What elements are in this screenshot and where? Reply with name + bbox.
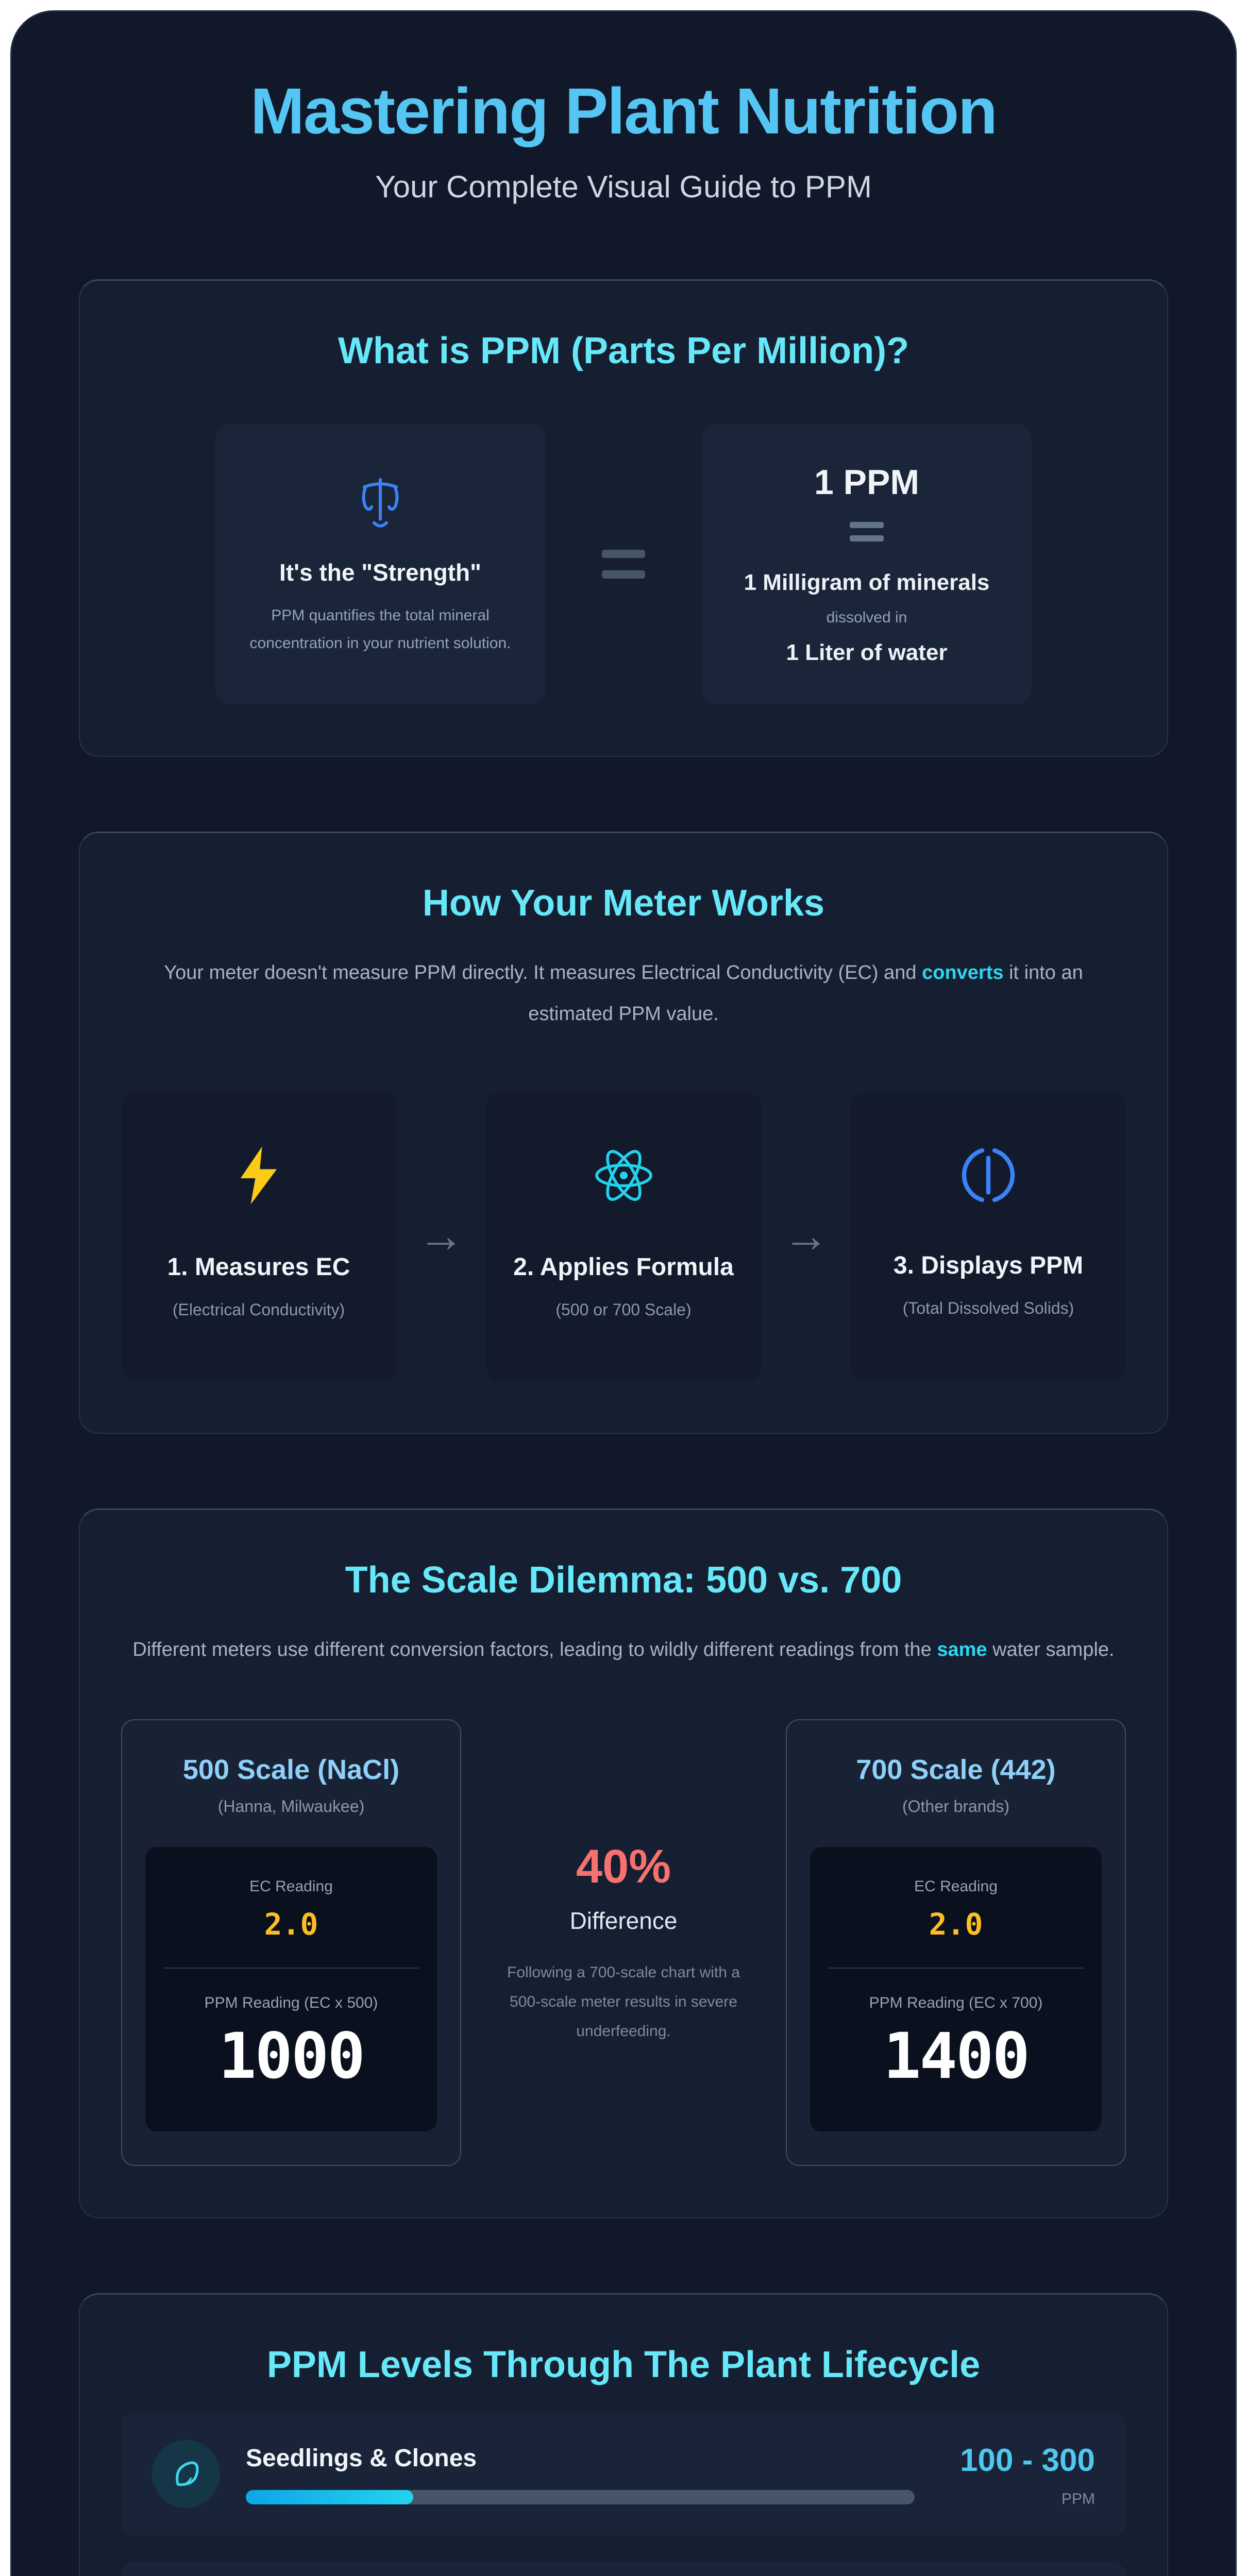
arrow-right-icon: →: [418, 1210, 464, 1262]
step-sub: (Electrical Conductivity): [172, 1300, 345, 1319]
lifecycle-row-vegetative: Vegetative Growth 800 - 1000 PPM: [121, 2562, 1126, 2576]
arrow-right-icon: →: [783, 1210, 829, 1262]
stage-label: Seedlings & Clones: [246, 2444, 477, 2472]
step-displays-ppm: 3. Displays PPM (Total Dissolved Solids): [851, 1093, 1126, 1380]
dilemma-intro-after: water sample.: [987, 1638, 1115, 1660]
atom-icon: [592, 1149, 656, 1210]
meter-dial-icon: [957, 1148, 1019, 1208]
meter-intro-highlight: converts: [922, 962, 1004, 984]
ec-reading-value: 2.0: [264, 1907, 318, 1942]
step-sub: (500 or 700 Scale): [555, 1300, 692, 1319]
dilemma-row: 500 Scale (NaCl) (Hanna, Milwaukee) EC R…: [121, 1719, 1126, 2166]
strength-body: PPM quantifies the total mineral concent…: [249, 606, 511, 652]
meter-intro-after: it into an estimated PPM value.: [528, 962, 1083, 1025]
difference-percent: 40%: [576, 1840, 671, 1893]
section-title: How Your Meter Works: [422, 883, 825, 924]
stage-value-block: 100 - 300 PPM: [940, 2441, 1095, 2509]
ppm-reading-value: 1000: [218, 2020, 365, 2093]
dissolved-line: dissolved in: [826, 609, 907, 626]
step-measures-ec: 1. Measures EC (Electrical Conductivity): [121, 1091, 396, 1381]
page-title: Mastering Plant Nutrition: [250, 75, 998, 147]
section-title: The Scale Dilemma: 500 vs. 700: [345, 1559, 902, 1601]
section-title: PPM Levels Through The Plant Lifecycle: [266, 2344, 981, 2386]
header: Mastering Plant Nutrition Your Complete …: [12, 12, 1235, 205]
one-ppm-heading: 1 PPM: [814, 463, 920, 502]
one-ppm-card: 1 PPM 1 Milligram of minerals dissolved …: [702, 423, 1032, 704]
dilemma-intro-before: Different meters use different conversio…: [132, 1638, 937, 1660]
ec-reading-value: 2.0: [929, 1907, 983, 1942]
section-scale-dilemma: The Scale Dilemma: 500 vs. 700 Different…: [79, 1508, 1168, 2219]
ppm-bar-track: [246, 2489, 915, 2504]
step-label: 3. Displays PPM: [893, 1252, 1084, 1280]
ppm-reading-label: PPM Reading (EC x 700): [869, 1994, 1043, 2012]
section-title: What is PPM (Parts Per Million)?: [338, 330, 909, 371]
step-applies-formula: 2. Applies Formula (500 or 700 Scale): [486, 1091, 761, 1381]
strength-heading: It's the "Strength": [279, 558, 481, 586]
section-meter-works: How Your Meter Works Your meter doesn't …: [79, 832, 1168, 1434]
equals-icon: [602, 549, 645, 579]
ppm-definition-row: It's the "Strength" PPM quantifies the t…: [121, 423, 1126, 704]
ppm-bar-fill: [246, 2489, 413, 2504]
step-label: 1. Measures EC: [167, 1253, 350, 1281]
scale-500-display: EC Reading 2.0 PPM Reading (EC x 500) 10…: [145, 1847, 437, 2132]
ppm-range: 100 - 300: [960, 2442, 1095, 2478]
page-subtitle: Your Complete Visual Guide to PPM: [375, 170, 872, 204]
dilemma-intro-highlight: same: [937, 1638, 987, 1660]
scale-700-heading: 700 Scale (442): [856, 1754, 1056, 1786]
lifecycle-bar-block: Seedlings & Clones: [246, 2444, 915, 2504]
balance-scale-icon: [241, 471, 519, 535]
dilemma-intro: Different meters use different conversio…: [121, 1630, 1126, 1671]
difference-note: Following a 700-scale chart with a 500-s…: [507, 1963, 740, 2040]
meter-steps-row: 1. Measures EC (Electrical Conductivity)…: [121, 1091, 1126, 1381]
step-sub: (Total Dissolved Solids): [902, 1299, 1074, 1318]
display-divider: [163, 1968, 419, 1969]
scale-700-display: EC Reading 2.0 PPM Reading (EC x 700) 14…: [810, 1847, 1102, 2132]
scale-500-heading: 500 Scale (NaCl): [182, 1754, 400, 1786]
scale-500-card: 500 Scale (NaCl) (Hanna, Milwaukee) EC R…: [121, 1719, 461, 2166]
difference-block: 40% Difference Following a 700-scale cha…: [495, 1719, 752, 2166]
equals-small-icon: [728, 522, 1006, 541]
difference-label: Difference: [569, 1907, 678, 1934]
scale-500-brands: (Hanna, Milwaukee): [217, 1797, 365, 1816]
ppm-unit: PPM: [1061, 2490, 1095, 2508]
liter-line: 1 Liter of water: [786, 640, 948, 665]
meter-intro: Your meter doesn't measure PPM directly.…: [121, 953, 1126, 1035]
lightning-bolt-icon: [230, 1146, 287, 1210]
section-lifecycle: PPM Levels Through The Plant Lifecycle S…: [79, 2293, 1168, 2576]
ppm-reading-label: PPM Reading (EC x 500): [204, 1994, 378, 2012]
infographic-frame: Mastering Plant Nutrition Your Complete …: [10, 10, 1237, 2576]
meter-intro-before: Your meter doesn't measure PPM directly.…: [164, 962, 922, 984]
ec-reading-label: EC Reading: [914, 1878, 998, 1895]
step-label: 2. Applies Formula: [513, 1253, 734, 1281]
ppm-reading-value: 1400: [883, 2020, 1030, 2093]
lifecycle-row-seedlings: Seedlings & Clones 100 - 300 PPM: [121, 2412, 1126, 2537]
scale-700-card: 700 Scale (442) (Other brands) EC Readin…: [786, 1719, 1126, 2166]
display-divider: [828, 1968, 1084, 1969]
scale-700-brands: (Other brands): [902, 1797, 1010, 1816]
strength-card: It's the "Strength" PPM quantifies the t…: [215, 423, 545, 704]
milligram-line: 1 Milligram of minerals: [744, 570, 990, 595]
ec-reading-label: EC Reading: [249, 1878, 333, 1895]
seedling-leaf-icon: [152, 2440, 220, 2509]
section-what-is-ppm: What is PPM (Parts Per Million)? It's th…: [79, 279, 1168, 757]
